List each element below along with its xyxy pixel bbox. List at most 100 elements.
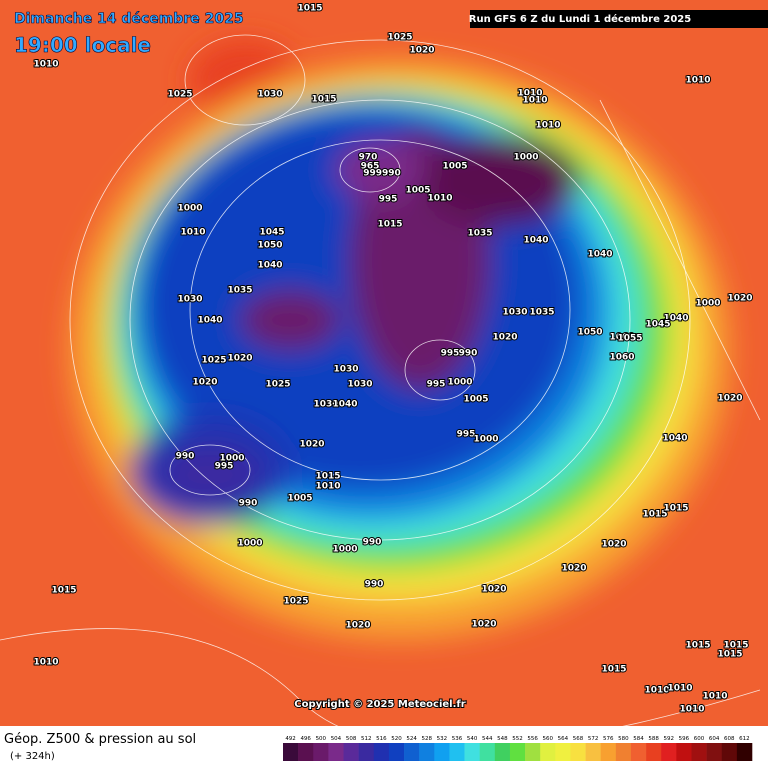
colorbar-cell: [388, 743, 405, 761]
pressure-label: 1000: [473, 435, 498, 445]
pressure-label: 1035: [529, 308, 554, 318]
colorbar-cell: [298, 743, 314, 761]
pressure-label: 1050: [577, 328, 602, 338]
pressure-label: 990: [176, 452, 195, 462]
pressure-label: 1030: [502, 308, 527, 318]
pressure-label: 1000: [177, 204, 202, 214]
colorbar-cell: [661, 743, 677, 761]
colorbar-cell: [464, 743, 480, 761]
colorbar-label: 548: [497, 736, 508, 742]
colorbar-label: 568: [573, 736, 584, 742]
pressure-label: 1020: [561, 564, 586, 574]
pressure-label: 1045: [645, 320, 670, 330]
pressure-label: 1020: [727, 294, 752, 304]
pressure-label: 1010: [33, 60, 58, 70]
pressure-label: 1045: [259, 228, 284, 238]
colorbar-cell: [615, 743, 632, 761]
pressure-label: 970: [359, 153, 378, 163]
colorbar-label: 536: [452, 736, 463, 742]
pressure-label: 1030: [333, 365, 358, 375]
pressure-label: 1015: [642, 510, 667, 520]
pressure-label: 1020: [227, 354, 252, 364]
colorbar-label: 580: [618, 736, 629, 742]
colorbar-label: 552: [512, 736, 523, 742]
pressure-label: 1010: [667, 684, 692, 694]
colorbar-label: 528: [421, 736, 432, 742]
pressure-label: 1005: [287, 494, 312, 504]
colorbar-cell: [358, 743, 375, 761]
pressure-label: 1000: [332, 545, 357, 555]
colorbar-label: 612: [739, 736, 750, 742]
colorbar-label: 504: [331, 736, 342, 742]
pressure-label: 1010: [702, 692, 727, 702]
colorbar-cell: [676, 743, 692, 761]
pressure-label: 1015: [311, 95, 336, 105]
pressure-label: 1040: [523, 236, 548, 246]
colorbar-cell: [343, 743, 359, 761]
pressure-label: 1015: [717, 650, 742, 660]
pressure-label: 995: [457, 430, 476, 440]
colorbar-label: 576: [603, 736, 614, 742]
pressure-label: 1015: [51, 586, 76, 596]
pressure-label: 1020: [717, 394, 742, 404]
pressure-label: 1015: [723, 641, 748, 651]
pressure-label: 1030: [347, 380, 372, 390]
pressure-label: 1000: [513, 153, 538, 163]
pressure-label: 990: [239, 499, 258, 509]
pressure-label: 1005: [463, 395, 488, 405]
pressure-label: 1005: [442, 162, 467, 172]
colorbar-label: 512: [361, 736, 372, 742]
run-text: Run GFS 6 Z du Lundi 1 décembre 2025: [469, 13, 691, 25]
colorbar-cell: [313, 743, 329, 761]
pressure-label: 1050: [257, 241, 282, 251]
colorbar-label: 584: [633, 736, 644, 742]
pressure-label: 1010: [522, 96, 547, 106]
colorbar-label: 540: [467, 736, 478, 742]
pressure-label: 1010: [517, 89, 542, 99]
pressure-label: 1035: [227, 286, 252, 296]
pressure-label: 1040: [663, 314, 688, 324]
colorbar-cell: [494, 743, 511, 761]
colorbar-cell: [555, 743, 571, 761]
pressure-label: 1035: [467, 229, 492, 239]
colorbar-label: 496: [300, 736, 311, 742]
colorbar-cell: [509, 743, 526, 761]
pressure-label: 1010: [427, 194, 452, 204]
pressure-label: 1030: [177, 295, 202, 305]
pressure-label: 1020: [492, 333, 517, 343]
pressure-label: 990: [363, 538, 382, 548]
pressure-label: 1010: [679, 705, 704, 715]
pressure-label: 1010: [315, 482, 340, 492]
colorbar-cell: [283, 743, 299, 761]
colorbar-cell: [721, 743, 738, 761]
pressure-label: 1015: [297, 4, 322, 14]
colorbar-cell: [434, 743, 450, 761]
date: Dimanche 14 décembre 2025: [14, 11, 244, 27]
colorbar-label: 516: [376, 736, 387, 742]
pressure-label: 1055: [617, 334, 642, 344]
pressure-label: 1020: [409, 46, 434, 56]
pressure-label: 1015: [685, 641, 710, 651]
colorbar-cell: [373, 743, 390, 761]
colorbar-label: 560: [543, 736, 554, 742]
colorbar-cell: [691, 743, 707, 761]
colorbar-cell: [600, 743, 617, 761]
colorbar-label: 592: [664, 736, 675, 742]
pressure-label: 1040: [662, 434, 687, 444]
colorbar-label: 604: [709, 736, 720, 742]
pressure-label: 965: [361, 162, 380, 172]
colorbar-label: 572: [588, 736, 599, 742]
pressure-label: 1010: [685, 76, 710, 86]
pressure-label: 1020: [601, 540, 626, 550]
pressure-label: 1000: [219, 454, 244, 464]
colorbar-cell: [525, 743, 541, 761]
colorbar-label: 556: [527, 736, 538, 742]
colorbar-label: 588: [648, 736, 659, 742]
pressure-label: 1015: [315, 472, 340, 482]
colorbar-cell: [630, 743, 647, 761]
pressure-label: 995: [427, 380, 446, 390]
colorbar-label: 524: [406, 736, 417, 742]
pressure-label: 1030: [313, 400, 338, 410]
